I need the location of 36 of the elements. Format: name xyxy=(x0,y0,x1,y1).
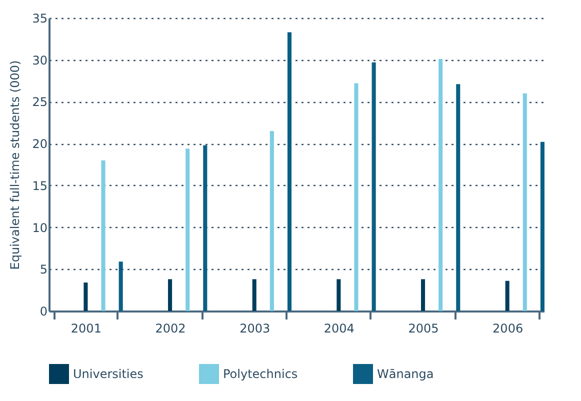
bar xyxy=(84,282,88,311)
y-tick-label: 0 xyxy=(40,304,48,318)
x-tick-label: 2003 xyxy=(240,322,270,336)
y-tick-label: 5 xyxy=(40,262,48,277)
y-tick-label: 30 xyxy=(32,53,48,68)
bar xyxy=(118,262,123,311)
x-tick-label: 2006 xyxy=(492,322,524,336)
y-axis-title: Equivalent full-time students (000) xyxy=(8,60,22,270)
legend-label: Polytechnics xyxy=(223,367,298,381)
bar xyxy=(438,59,443,311)
legend-label: Wānanga xyxy=(377,367,434,381)
bar xyxy=(252,279,256,311)
bar xyxy=(270,131,274,311)
bar xyxy=(522,93,527,311)
bar xyxy=(336,279,341,311)
bar xyxy=(101,160,106,311)
bar xyxy=(372,62,376,311)
x-tick-label: 2002 xyxy=(155,322,186,336)
y-tick-label: 20 xyxy=(32,137,48,152)
bar xyxy=(456,84,460,311)
x-tick-label: 2001 xyxy=(70,322,102,336)
bar xyxy=(540,142,544,311)
y-tick-label: 25 xyxy=(32,95,48,110)
x-tick-label: 2004 xyxy=(324,322,354,336)
legend-label: Universities xyxy=(73,367,144,381)
bar xyxy=(505,280,510,311)
x-tick-label: 2005 xyxy=(408,322,439,336)
bar xyxy=(168,279,172,311)
bar xyxy=(203,145,208,311)
y-tick-label: 15 xyxy=(32,178,48,193)
bar xyxy=(354,83,358,311)
bar xyxy=(420,279,426,311)
y-tick-label: 35 xyxy=(32,12,48,26)
bar xyxy=(287,32,292,311)
y-tick-label: 10 xyxy=(32,220,48,235)
bar xyxy=(186,148,190,311)
